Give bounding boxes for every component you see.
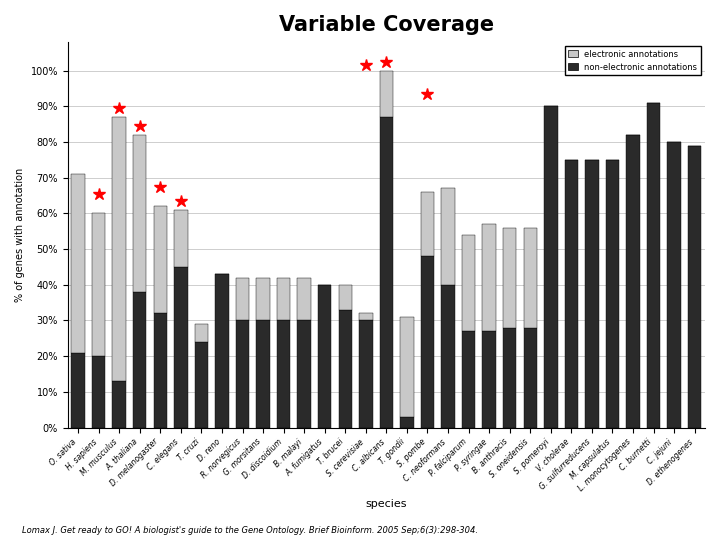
Bar xyxy=(133,135,146,292)
Bar xyxy=(420,192,434,256)
Bar xyxy=(153,206,167,313)
Bar xyxy=(462,331,475,428)
Bar xyxy=(420,256,434,428)
Bar xyxy=(112,381,126,428)
Bar xyxy=(688,146,701,428)
Bar xyxy=(359,313,372,321)
Bar xyxy=(626,135,640,428)
Bar xyxy=(236,321,249,428)
Bar xyxy=(647,103,660,428)
Bar xyxy=(379,117,393,428)
Bar xyxy=(256,321,270,428)
Bar xyxy=(297,321,311,428)
Bar xyxy=(441,285,455,428)
X-axis label: species: species xyxy=(366,499,407,509)
Legend: electronic annotations, non-electronic annotations: electronic annotations, non-electronic a… xyxy=(564,46,701,75)
Bar xyxy=(503,228,516,328)
Bar xyxy=(400,317,413,417)
Text: Lomax J. Get ready to GO! A biologist's guide to the Gene Ontology. Brief Bioinf: Lomax J. Get ready to GO! A biologist's … xyxy=(22,525,477,535)
Bar xyxy=(359,321,372,428)
Bar xyxy=(338,285,352,310)
Y-axis label: % of genes with annotation: % of genes with annotation xyxy=(15,168,25,302)
Bar xyxy=(92,356,105,428)
Bar xyxy=(277,321,290,428)
Title: Variable Coverage: Variable Coverage xyxy=(279,15,494,35)
Bar xyxy=(338,310,352,428)
Bar xyxy=(482,331,496,428)
Bar xyxy=(215,274,229,428)
Bar xyxy=(564,160,578,428)
Bar xyxy=(174,210,187,267)
Bar xyxy=(256,278,270,321)
Bar xyxy=(297,278,311,321)
Bar xyxy=(112,117,126,381)
Bar xyxy=(523,228,537,328)
Bar xyxy=(277,278,290,321)
Bar xyxy=(194,324,208,342)
Bar xyxy=(585,160,598,428)
Bar xyxy=(236,278,249,321)
Bar xyxy=(667,142,681,428)
Bar xyxy=(71,353,85,428)
Bar xyxy=(194,342,208,428)
Bar xyxy=(92,213,105,356)
Bar xyxy=(544,106,557,428)
Bar xyxy=(379,71,393,117)
Bar xyxy=(606,160,619,428)
Bar xyxy=(318,285,331,428)
Bar xyxy=(153,313,167,428)
Bar xyxy=(503,328,516,428)
Bar xyxy=(482,224,496,331)
Bar xyxy=(462,235,475,331)
Bar xyxy=(133,292,146,428)
Bar xyxy=(400,417,413,428)
Bar xyxy=(523,328,537,428)
Bar xyxy=(71,174,85,353)
Bar xyxy=(174,267,187,428)
Bar xyxy=(441,188,455,285)
